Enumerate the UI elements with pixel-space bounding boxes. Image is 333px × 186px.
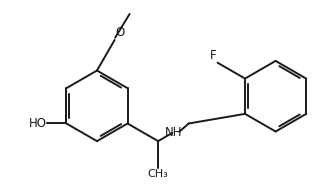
Text: HO: HO	[29, 117, 47, 130]
Text: NH: NH	[165, 126, 182, 139]
Text: CH₃: CH₃	[148, 169, 168, 179]
Text: F: F	[210, 49, 216, 62]
Text: O: O	[115, 26, 125, 39]
